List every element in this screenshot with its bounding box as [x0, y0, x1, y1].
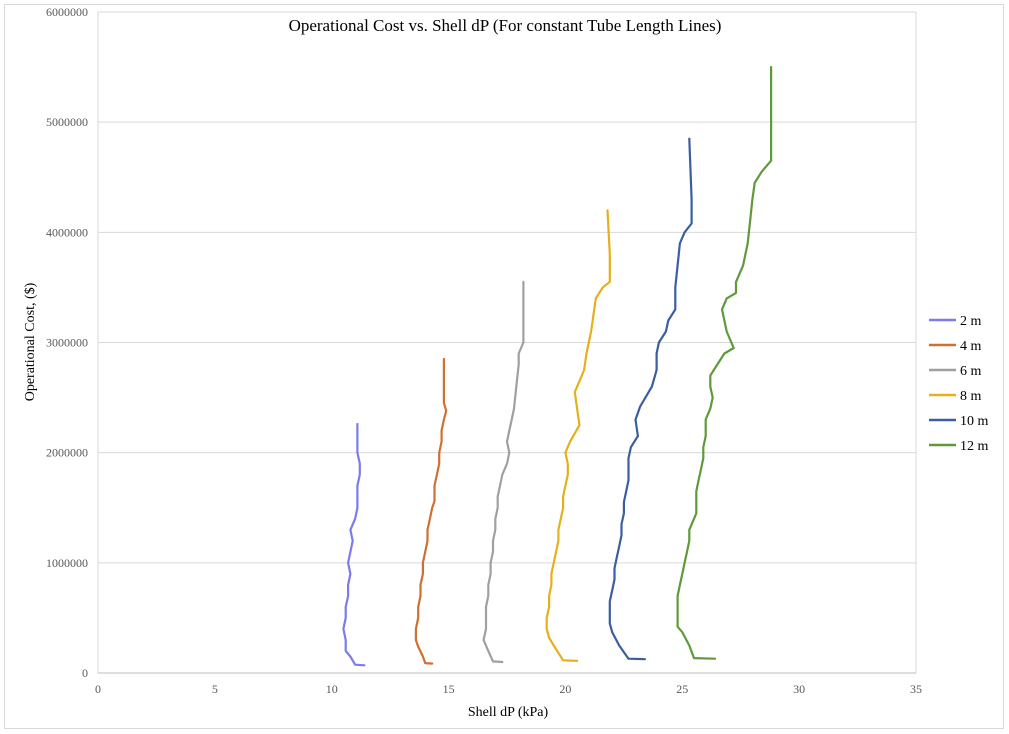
x-tick-label: 5	[212, 682, 218, 696]
legend-label: 8 m	[960, 389, 982, 404]
x-tick-label: 20	[559, 682, 571, 696]
x-tick-label: 0	[95, 682, 101, 696]
series-line-4	[545, 209, 611, 662]
chart-title: Operational Cost vs. Shell dP (For const…	[289, 16, 722, 35]
y-tick-label: 4000000	[46, 225, 88, 239]
series-line-3	[482, 280, 525, 664]
series-lines	[342, 66, 773, 667]
legend-label: 6 m	[960, 364, 982, 379]
x-tick-label: 35	[910, 682, 922, 696]
chart-frame	[4, 4, 1004, 729]
x-tick-label: 15	[443, 682, 455, 696]
legend: 2 m 4 m 6 m 8 m 10 m 12 m	[929, 314, 989, 454]
x-tick-label: 30	[793, 682, 805, 696]
series-line-2	[414, 357, 448, 665]
axes: 0 1000000 2000000 3000000 4000000 5000000 6000…	[46, 5, 922, 696]
x-tick-label: 10	[326, 682, 338, 696]
x-tick-label: 25	[676, 682, 688, 696]
x-axis-title: Shell dP (kPa)	[468, 705, 549, 720]
gridlines	[98, 11, 916, 564]
legend-label: 10 m	[960, 414, 989, 429]
legend-label: 12 m	[960, 439, 989, 454]
y-tick-label: 0	[82, 666, 88, 680]
y-tick-label: 1000000	[46, 556, 88, 570]
y-tick-label: 3000000	[46, 336, 88, 350]
series-line-1	[342, 422, 366, 667]
series-line-5	[608, 137, 693, 661]
y-axis-title: Operational Cost, ($)	[23, 282, 38, 401]
series-line-6	[676, 66, 773, 660]
legend-label: 2 m	[960, 314, 982, 329]
y-tick-label: 5000000	[46, 115, 88, 129]
y-tick-label: 6000000	[46, 5, 88, 19]
y-tick-label: 2000000	[46, 446, 88, 460]
legend-label: 4 m	[960, 339, 982, 354]
